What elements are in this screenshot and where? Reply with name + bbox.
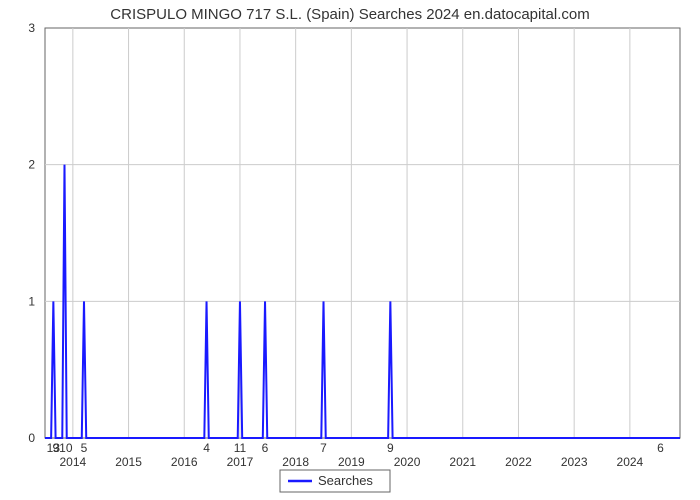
spike-value-label: 5 [81,441,88,455]
x-year-label: 2024 [617,455,644,469]
spike-value-label: 11 [234,441,247,455]
y-tick-label: 1 [28,294,35,308]
line-chart: 0 1 2 3 2014 2015 2016 2017 2018 2019 2020 2021 2022… [0,0,700,500]
spike-value-label: 6 [262,441,269,455]
legend-label: Searches [318,473,373,488]
x-year-label: 2018 [282,455,309,469]
spike-value-label: 4 [203,441,210,455]
x-year-label: 2020 [394,455,421,469]
y-tick-label: 2 [28,158,35,172]
plot-area [45,28,680,438]
y-tick-label: 3 [28,21,35,35]
spike-value-label: 910 [52,441,72,455]
y-tick-label: 0 [28,431,35,445]
spike-value-label: 9 [387,441,394,455]
x-year-label: 2019 [338,455,365,469]
x-year-label: 2014 [59,455,86,469]
spike-value-label: 6 [657,441,664,455]
x-year-label: 2022 [505,455,532,469]
x-year-label: 2015 [115,455,142,469]
spike-value-label: 7 [320,441,327,455]
x-year-label: 2016 [171,455,198,469]
x-year-label: 2021 [449,455,476,469]
x-year-label: 2017 [227,455,254,469]
x-year-label: 2023 [561,455,588,469]
